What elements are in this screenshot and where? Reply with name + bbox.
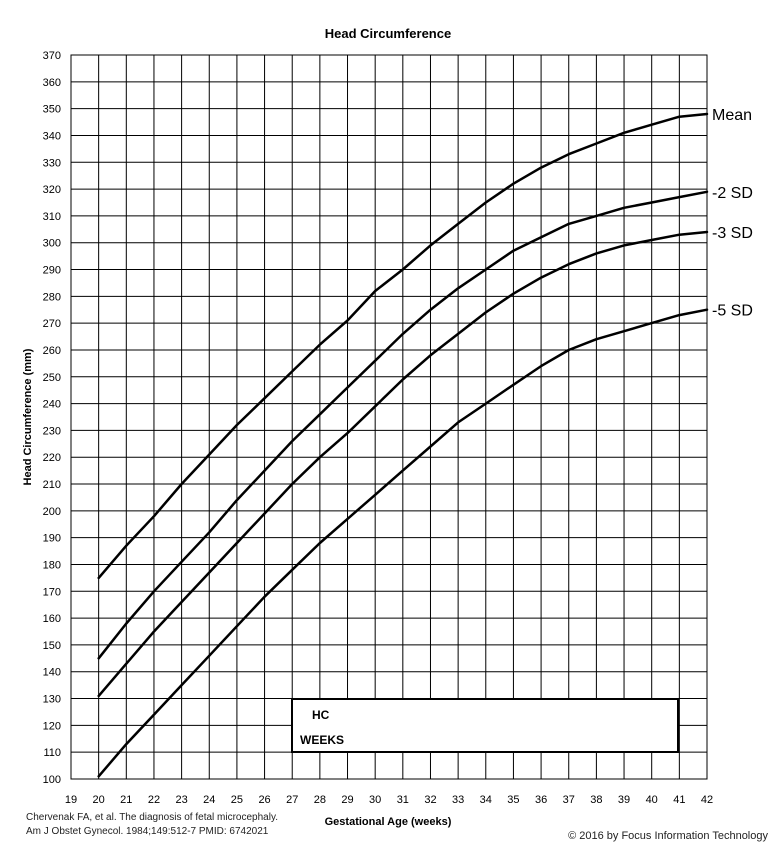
weeks-label: WEEKS: [300, 733, 344, 747]
x-tick-label: 28: [314, 794, 326, 806]
entry-box[interactable]: HC WEEKS: [291, 698, 679, 753]
series-line-1: [97, 190, 709, 660]
chart-grid: [70, 54, 708, 780]
series-lines: [97, 112, 709, 778]
y-tick-label: 140: [43, 667, 61, 679]
x-tick-label: 19: [65, 794, 77, 806]
y-tick-label: 120: [43, 720, 61, 732]
series-label-0: Mean: [712, 107, 752, 124]
x-tick-label: 32: [424, 794, 436, 806]
x-tick-label: 42: [701, 794, 713, 806]
x-tick-label: 23: [175, 794, 187, 806]
series-labels: Mean -2 SD -3 SD -5 SD: [712, 107, 753, 320]
y-tick-label: 310: [43, 211, 61, 223]
y-tick-label: 360: [43, 77, 61, 89]
y-tick-labels: 100 110 120 130 140 150 160 170 180 190 200 210 220 2…: [43, 50, 61, 786]
y-tick-label: 280: [43, 291, 61, 303]
x-tick-label: 27: [286, 794, 298, 806]
y-tick-label: 210: [43, 479, 61, 491]
y-tick-label: 370: [43, 50, 61, 62]
x-tick-label: 29: [341, 794, 353, 806]
y-tick-label: 170: [43, 586, 61, 598]
x-tick-label: 35: [507, 794, 519, 806]
x-tick-label: 22: [148, 794, 160, 806]
series-line-3: [97, 308, 709, 778]
y-axis-label: Head Circumference (mm): [22, 348, 34, 485]
x-tick-label: 38: [590, 794, 602, 806]
x-tick-label: 25: [231, 794, 243, 806]
x-tick-label: 41: [673, 794, 685, 806]
y-tick-label: 100: [43, 774, 61, 786]
y-tick-label: 180: [43, 559, 61, 571]
x-tick-labels: 19 20 21 22 23 24 25 26 27 28 29 30 31 32 33 34 35 36 37 38…: [65, 794, 713, 806]
hc-label: HC: [312, 708, 330, 722]
x-tick-label: 36: [535, 794, 547, 806]
y-tick-label: 130: [43, 694, 61, 706]
citation-line-2: Am J Obstet Gynecol. 1984;149:512-7 PMID…: [26, 826, 269, 837]
y-tick-label: 230: [43, 425, 61, 437]
y-tick-label: 330: [43, 157, 61, 169]
x-tick-label: 40: [646, 794, 658, 806]
y-tick-label: 320: [43, 184, 61, 196]
y-tick-label: 250: [43, 372, 61, 384]
y-tick-label: 150: [43, 640, 61, 652]
x-tick-label: 21: [120, 794, 132, 806]
y-tick-label: 260: [43, 345, 61, 357]
y-tick-label: 240: [43, 399, 61, 411]
x-tick-label: 31: [397, 794, 409, 806]
series-line-0: [97, 112, 709, 580]
x-tick-label: 24: [203, 794, 215, 806]
y-tick-label: 290: [43, 265, 61, 277]
x-tick-label: 37: [563, 794, 575, 806]
y-tick-label: 160: [43, 613, 61, 625]
y-tick-label: 300: [43, 238, 61, 250]
y-tick-label: 340: [43, 130, 61, 142]
series-label-3: -5 SD: [712, 303, 753, 320]
x-axis-label: Gestational Age (weeks): [325, 816, 452, 828]
y-tick-label: 200: [43, 506, 61, 518]
y-tick-label: 190: [43, 533, 61, 545]
plot-border: [70, 54, 708, 780]
x-tick-label: 26: [258, 794, 270, 806]
copyright: © 2016 by Focus Information Technology: [568, 830, 768, 842]
citation-line-1: Chervenak FA, et al. The diagnosis of fe…: [26, 812, 278, 823]
series-label-1: -2 SD: [712, 185, 753, 202]
x-tick-label: 39: [618, 794, 630, 806]
series-label-2: -3 SD: [712, 225, 753, 242]
x-tick-label: 30: [369, 794, 381, 806]
y-tick-label: 110: [43, 747, 61, 759]
y-tick-label: 220: [43, 452, 61, 464]
entry-box-frame: [291, 698, 679, 753]
y-tick-label: 270: [43, 318, 61, 330]
x-tick-label: 33: [452, 794, 464, 806]
x-tick-label: 34: [480, 794, 492, 806]
series-line-2: [97, 230, 709, 698]
chart-title: Head Circumference: [325, 26, 451, 41]
y-tick-label: 350: [43, 104, 61, 116]
x-tick-label: 20: [93, 794, 105, 806]
